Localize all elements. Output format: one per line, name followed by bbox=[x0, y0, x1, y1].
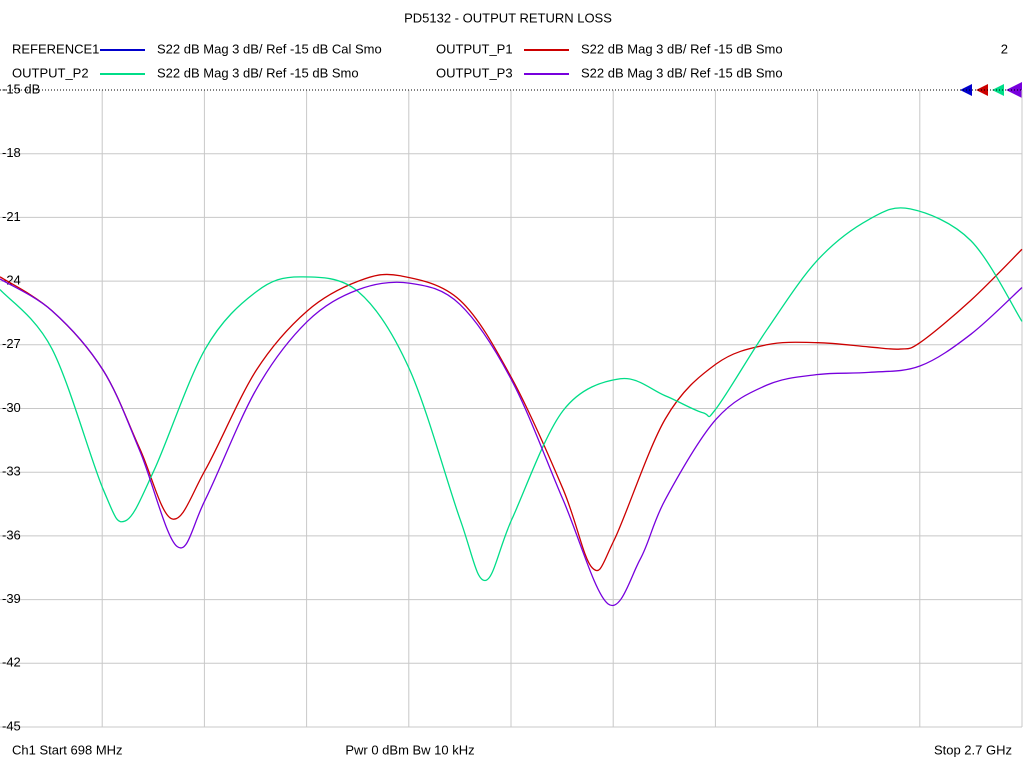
y-tick-label: -39 bbox=[2, 591, 21, 606]
y-tick-label: -42 bbox=[2, 655, 21, 670]
legend-name: REFERENCE1 bbox=[12, 41, 99, 56]
footer-start: Ch1 Start 698 MHz bbox=[12, 742, 123, 757]
y-tick-label: -24 bbox=[2, 273, 21, 288]
trace bbox=[0, 248, 1023, 572]
y-tick-label: -36 bbox=[2, 527, 21, 542]
y-tick-label: -27 bbox=[2, 336, 21, 351]
y-tick-label: -30 bbox=[2, 400, 21, 415]
legend-description: S22 dB Mag 3 dB/ Ref -15 dB Smo bbox=[581, 41, 783, 56]
y-tick-label: -15 dB bbox=[2, 81, 40, 96]
legend-name: OUTPUT_P1 bbox=[436, 41, 513, 56]
legend-description: S22 dB Mag 3 dB/ Ref -15 dB Smo bbox=[157, 65, 359, 80]
footer-power: Pwr 0 dBm Bw 10 kHz bbox=[345, 742, 474, 757]
legend-description: S22 dB Mag 3 dB/ Ref -15 dB Cal Smo bbox=[157, 41, 382, 56]
y-tick-label: -45 bbox=[2, 718, 21, 733]
channel-number: 2 bbox=[1001, 41, 1008, 56]
y-tick-label: -21 bbox=[2, 209, 21, 224]
marker bbox=[992, 84, 1004, 96]
legend-name: OUTPUT_P2 bbox=[12, 65, 89, 80]
trace bbox=[0, 207, 1023, 582]
legend-description: S22 dB Mag 3 dB/ Ref -15 dB Smo bbox=[581, 65, 783, 80]
legend-name: OUTPUT_P3 bbox=[436, 65, 513, 80]
trace bbox=[0, 278, 1023, 607]
chart-title: PD5132 - OUTPUT RETURN LOSS bbox=[404, 10, 612, 25]
footer-stop: Stop 2.7 GHz bbox=[934, 742, 1012, 757]
y-tick-label: -18 bbox=[2, 145, 21, 160]
y-tick-label: -33 bbox=[2, 464, 21, 479]
